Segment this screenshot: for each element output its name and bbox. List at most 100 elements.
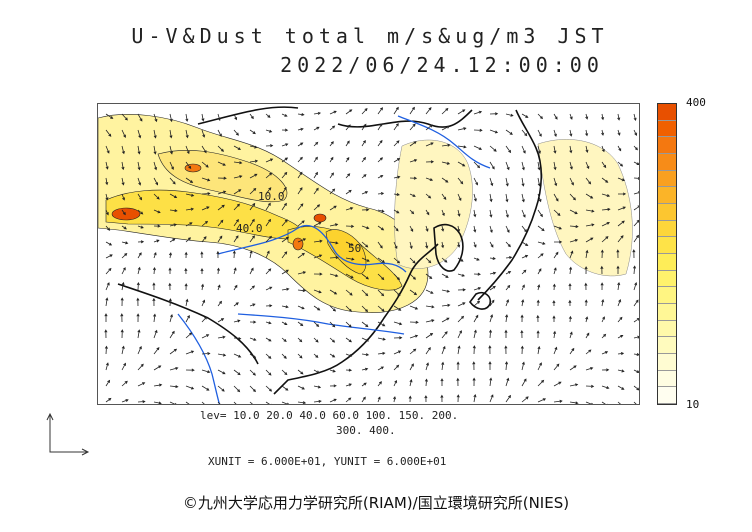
wind-arrow [105,362,109,371]
wind-arrow [633,385,639,391]
wind-arrow [537,268,542,275]
wind-arrow [281,353,287,359]
wind-arrow [249,235,256,243]
wind-arrow [601,161,607,169]
wind-arrow [185,332,193,339]
wind-arrow [457,345,461,355]
wind-arrow [553,381,562,387]
wind-arrow [297,156,303,163]
colorbar-segment [658,287,676,305]
wind-arrow [169,129,173,139]
wind-arrow [313,305,321,311]
wind-arrow [521,284,525,291]
wind-arrow [233,145,242,150]
wind-arrow [297,288,306,293]
wind-arrow [232,250,236,259]
wind-arrow [441,107,449,115]
coastline-korea [433,223,464,272]
wind-arrow [489,177,494,187]
vector-units: XUNIT = 6.000E+01, YUNIT = 6.000E+01 [208,455,447,468]
wind-arrow [169,385,179,389]
wind-arrow [217,145,225,152]
wind-arrow [488,345,492,355]
wind-arrow [217,219,224,227]
wind-arrow [569,238,579,243]
wind-arrow [569,113,573,120]
wind-arrow [425,319,435,323]
wind-arrow [393,175,401,179]
wind-arrow [472,345,476,355]
wind-arrow [441,161,451,165]
wind-arrow [505,256,513,260]
wind-arrow [297,369,304,375]
contour-label-40: 40.0 [236,222,263,235]
wind-arrow [409,106,415,115]
wind-arrow [361,174,367,179]
wind-arrow [200,283,205,291]
wind-arrow [457,288,466,292]
wind-arrow [600,249,604,259]
wind-arrow [489,193,493,203]
wind-arrow [361,156,367,163]
wind-arrow [265,385,273,392]
wind-arrow [441,303,451,307]
wind-arrow [201,129,206,138]
colorbar-segment [658,370,676,388]
wind-arrow [185,145,190,155]
wind-arrow [585,332,590,339]
wind-arrow [121,145,125,155]
wind-arrow [361,257,370,262]
wind-arrow [440,378,444,386]
wind-arrow [361,107,368,115]
wind-arrow [313,254,323,259]
wind-arrow [425,347,431,355]
wind-arrow [409,209,415,215]
wind-arrow [633,176,639,180]
map-panel: 10.0 40.0 50 [97,103,640,405]
wind-arrow [377,123,383,131]
wind-arrow [329,384,337,388]
wind-arrow [329,337,336,343]
wind-arrow [425,305,435,309]
wind-arrow [329,273,339,278]
wind-arrow [168,282,172,291]
wind-arrow [361,396,366,403]
wind-arrow [137,113,143,122]
wind-arrow [425,107,432,115]
wind-arrow [377,257,385,263]
wind-arrow [505,377,510,387]
wind-arrow [217,300,223,307]
wind-arrow [169,238,176,243]
wind-arrow [169,223,177,227]
wind-arrow [136,281,140,291]
wind-arrow [313,156,318,163]
wind-arrow [249,267,254,275]
wind-arrow [233,319,241,323]
wind-arrow [585,145,589,154]
wind-arrow [201,206,210,211]
dust-hotspot-west [111,207,141,221]
wind-arrow [297,187,303,195]
wind-arrow [569,383,579,387]
wind-arrow [393,257,401,264]
wind-arrow [537,113,543,120]
wind-arrow [633,129,638,136]
wind-arrow [201,220,209,227]
wind-arrow [441,361,445,371]
wind-arrow [601,401,608,404]
wind-arrow [185,237,191,243]
wind-arrow [345,224,355,228]
wind-arrow [617,352,625,356]
dust-hotspot-plateau [292,237,304,251]
wind-arrow [152,266,156,275]
wind-arrow [249,187,257,195]
wind-arrow [441,331,448,339]
wind-arrow [361,191,369,195]
wind-arrow [329,205,337,211]
wind-arrow [505,209,509,218]
wind-arrow [313,171,318,179]
wind-arrow [201,177,211,182]
wind-arrow [297,321,304,327]
wind-arrow [201,161,209,168]
wind-arrow [537,177,541,187]
